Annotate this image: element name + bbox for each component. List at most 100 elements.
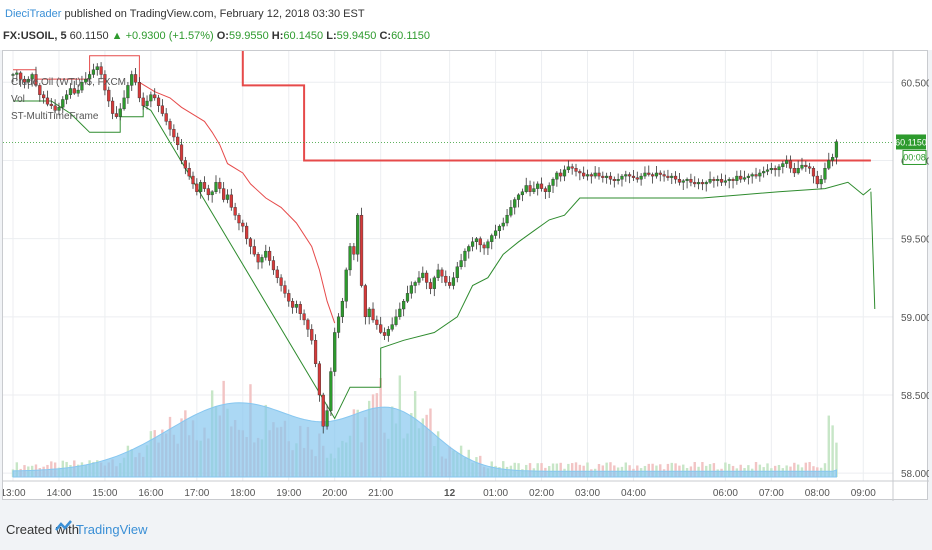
low-label: L: — [326, 30, 337, 42]
candle-body — [126, 85, 130, 99]
last-price: 60.1150 — [69, 30, 109, 42]
candle-body — [252, 246, 256, 255]
volume-bar — [682, 464, 685, 477]
candle-body — [402, 300, 406, 310]
footer-brand[interactable]: TradingView — [76, 522, 148, 537]
candle-body — [49, 103, 53, 106]
candle-body — [800, 164, 804, 169]
candle-body — [834, 141, 839, 158]
candle-body — [195, 183, 199, 192]
x-tick-label: 02:00 — [529, 488, 554, 499]
candle-body — [222, 188, 226, 200]
candle-body — [693, 182, 697, 185]
candle-body — [375, 319, 379, 325]
candle-body — [68, 88, 73, 95]
candle-body — [57, 107, 61, 111]
candle-body — [467, 246, 471, 252]
candle-body — [271, 260, 276, 271]
candle-body — [233, 207, 237, 216]
volume-bar — [605, 462, 608, 477]
chart-frame[interactable]: 60.500060.000059.500059.000058.500058.00… — [2, 50, 929, 501]
candle-body — [122, 97, 126, 110]
price-tag-value: 60.1150 — [895, 137, 927, 147]
candle-body — [746, 175, 750, 178]
candle-body — [390, 324, 394, 330]
candle-body — [689, 179, 693, 183]
candle-body — [700, 182, 704, 185]
candle-body — [290, 300, 295, 308]
candle-body — [329, 371, 333, 411]
symbol-label: FX:USOIL, 5 — [3, 30, 67, 42]
candle-body — [179, 144, 184, 161]
candle-body — [463, 250, 467, 261]
candle-body — [451, 277, 456, 286]
candle-body — [80, 82, 84, 91]
candle-body — [796, 168, 800, 174]
candle-body — [359, 214, 364, 286]
high-label: H: — [271, 30, 284, 42]
candle-body — [551, 179, 555, 186]
candle-body — [386, 329, 390, 336]
candle-body — [459, 260, 463, 267]
candle-body — [524, 185, 528, 192]
volume-bar — [808, 462, 811, 477]
candle-body — [631, 175, 636, 178]
candle-body — [114, 113, 119, 117]
x-tick-label: 13:00 — [3, 488, 26, 499]
candle-body — [815, 175, 819, 185]
candle-body — [264, 250, 268, 258]
candle-body — [294, 304, 299, 308]
candle-body — [352, 246, 356, 255]
open-value: 59.9550 — [228, 30, 269, 42]
volume-bar — [693, 462, 696, 477]
candle-body — [321, 394, 325, 427]
volume-bar — [567, 463, 570, 477]
volume-bar — [796, 464, 800, 477]
published-text: published on TradingView.com, February 1… — [64, 8, 365, 20]
y-tick-label: 58.0000 — [901, 469, 929, 480]
quote-line: FX:USOIL, 5 60.1150 ▲ +0.9300 (+1.57%) O… — [3, 30, 430, 42]
candle-body — [497, 225, 502, 232]
candle-body — [428, 282, 433, 289]
volume-bar — [659, 464, 662, 477]
candle-body — [474, 238, 479, 242]
volume-bar — [674, 463, 677, 477]
volume-bar — [15, 462, 19, 477]
candle-body — [172, 128, 176, 138]
candle-body — [206, 188, 210, 196]
x-tick-label: 01:00 — [483, 488, 508, 499]
candle-body — [367, 308, 371, 318]
candle-body — [593, 172, 597, 177]
candle-body — [61, 99, 65, 108]
candle-body — [831, 157, 835, 161]
volume-bar — [728, 463, 731, 477]
candle-body — [769, 168, 773, 171]
candle-body — [298, 304, 302, 314]
candle-body — [578, 171, 582, 174]
candle-body — [405, 293, 410, 302]
candle-body — [440, 269, 444, 277]
candle-body — [340, 300, 344, 318]
candle-body — [635, 177, 639, 180]
candle-body — [520, 191, 524, 196]
candle-body — [742, 177, 747, 180]
candle-body — [42, 94, 46, 99]
supertrend-tail-line — [870, 191, 876, 310]
candle-body — [612, 179, 616, 181]
candle-body — [348, 246, 352, 271]
candle-body — [110, 100, 115, 114]
publish-info: DieciTrader published on TradingView.com… — [5, 8, 365, 20]
volume-bar — [624, 462, 627, 477]
series-title: Crude Oil (WTI), 5, FXCM — [11, 77, 127, 88]
price-chart[interactable]: 60.500060.000059.500059.000058.500058.00… — [3, 51, 929, 501]
author-link[interactable]: DieciTrader — [5, 8, 62, 20]
x-tick-label: 07:00 — [759, 488, 784, 499]
candle-body — [214, 182, 218, 192]
x-tick-label: 09:00 — [851, 488, 876, 499]
candle-body — [704, 182, 708, 185]
candle-body — [566, 166, 570, 171]
candle-body — [765, 169, 770, 172]
candle-body — [53, 105, 57, 111]
candle-body — [662, 174, 666, 177]
